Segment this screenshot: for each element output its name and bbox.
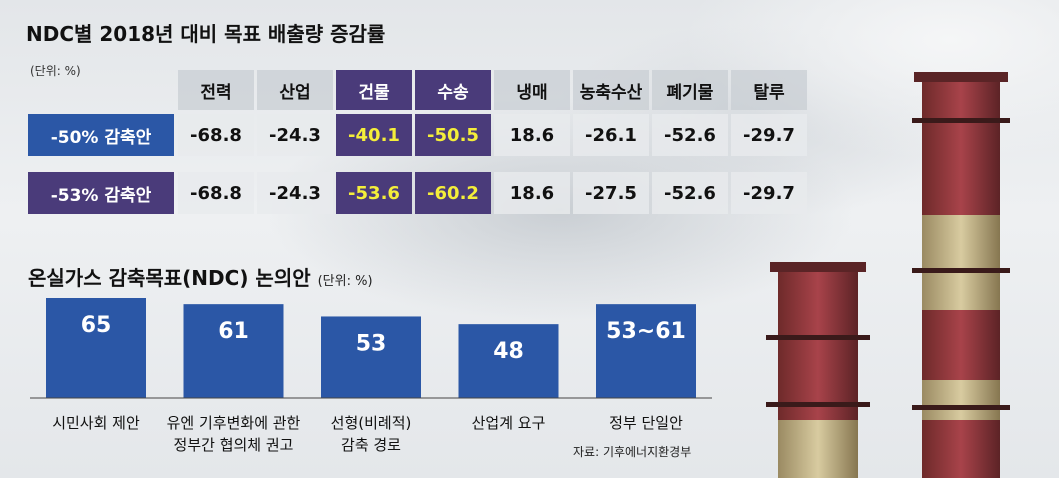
bar-value-label: 48 — [493, 339, 524, 364]
table-column-header: 농축수산 — [573, 70, 649, 110]
chimney-right — [912, 72, 1010, 478]
bar — [458, 324, 559, 398]
category-label: 정부 단일안 — [609, 414, 683, 432]
category-label: 시민사회 제안 — [52, 414, 140, 432]
table-column-header: 건물 — [336, 70, 412, 110]
table-column-header: 산업 — [257, 70, 333, 110]
table-cell: -52.6 — [652, 172, 728, 214]
bar-chart-title-text: 온실가스 감축목표(NDC) 논의안 — [28, 266, 311, 290]
table-column-header: 탈루 — [731, 70, 807, 110]
table-title: NDC별 2018년 대비 목표 배출량 증감률 — [26, 22, 386, 46]
table-column-header: 냉매 — [494, 70, 570, 110]
bar — [183, 304, 284, 398]
table-cell: -52.6 — [652, 114, 728, 156]
table-cell: 18.6 — [494, 172, 570, 214]
chimney-left — [766, 262, 870, 478]
table-cell: -53.6 — [336, 172, 412, 214]
table-cell: -29.7 — [731, 172, 807, 214]
bar — [321, 316, 421, 398]
category-label: 유엔 기후변화에 관한 — [167, 414, 301, 432]
category-label: 산업계 요구 — [472, 414, 546, 432]
bar-value-label: 65 — [81, 313, 112, 338]
category-label: 정부간 협의체 권고 — [174, 436, 294, 454]
bar — [46, 298, 146, 398]
table-cell: -24.3 — [257, 114, 333, 156]
bar — [596, 304, 696, 398]
bar-chart-unit: (단위: %) — [317, 274, 373, 289]
table-cell: -60.2 — [415, 172, 491, 214]
source-note: 자료: 기후에너지환경부 — [573, 445, 692, 459]
table-cell: -68.8 — [178, 172, 254, 214]
table-cell: -40.1 — [336, 114, 412, 156]
table-cell: -24.3 — [257, 172, 333, 214]
category-label: 감축 경로 — [341, 436, 401, 454]
bar-value-label: 53 — [356, 331, 387, 356]
table-cell: -68.8 — [178, 114, 254, 156]
table-cell: -50.5 — [415, 114, 491, 156]
bar-value-label: 61 — [218, 319, 249, 344]
table-column-header: 폐기물 — [652, 70, 728, 110]
table-row-label: -50% 감축안 — [28, 114, 174, 156]
table-cell: 18.6 — [494, 114, 570, 156]
table-cell: -26.1 — [573, 114, 649, 156]
table-unit: (단위: %) — [30, 64, 81, 78]
table-column-header: 전력 — [178, 70, 254, 110]
category-label: 선형(비례적) — [331, 414, 412, 432]
table-cell: -27.5 — [573, 172, 649, 214]
bar-chart-title: 온실가스 감축목표(NDC) 논의안 (단위: %) — [28, 262, 373, 291]
table-column-header: 수송 — [415, 70, 491, 110]
table-row-label: -53% 감축안 — [28, 172, 174, 214]
bar-value-label: 53~61 — [606, 319, 686, 344]
table-cell: -29.7 — [731, 114, 807, 156]
